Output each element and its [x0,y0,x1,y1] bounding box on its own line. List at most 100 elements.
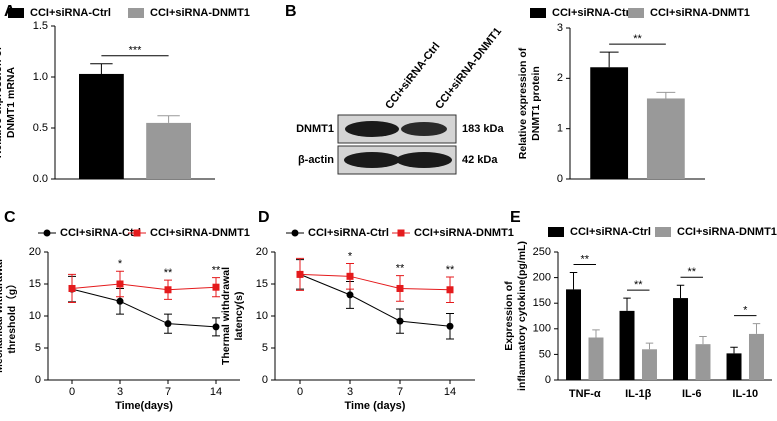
blot-band [345,121,399,137]
x-tick-label: IL-6 [682,388,702,400]
lane-label: CCI+siRNA-Ctrl [383,40,442,111]
western-blot: CCI+siRNA-Ctrl CCI+siRNA-DNMT1 DNMT1 β-a… [296,25,504,175]
y-axis-label: Relative expression of [517,47,529,159]
y-tick-label: 1 [557,123,563,135]
y-tick-label: 0.5 [33,122,48,134]
line [71,288,217,328]
y-tick-label: 3 [557,22,563,34]
bar [695,344,711,380]
legend-swatch [655,227,671,237]
x-tick-label: 3 [117,386,123,398]
legend-swatch [128,8,144,18]
sig-label: * [743,305,748,317]
x-tick-label: 0 [69,386,75,398]
bar [146,122,191,179]
error-bar [699,335,707,345]
point [212,323,220,331]
point [446,322,454,330]
y-tick-label: 0.0 [33,173,48,185]
panel-label: C [4,209,16,226]
y-tick-label: 10 [29,310,41,322]
sig-label: *** [129,45,143,57]
x-tick-label: 14 [444,386,456,398]
y-tick-label: 15 [29,278,41,290]
sig-label: ** [446,264,455,276]
error-bar [676,284,685,299]
legend-label: CCI+siRNA-DNMT1 [150,227,250,239]
error-bar [157,115,180,123]
bar [619,310,635,380]
point [116,280,124,288]
x-axis-label: Time(days) [115,400,173,412]
y-tick-label: 20 [256,246,268,258]
y-tick-label: 20 [29,246,41,258]
point [396,284,404,292]
y-axis-label: Thermal withdrawal [220,267,232,365]
legend-label: CCI+siRNA-DNMT1 [677,226,777,238]
point [346,291,354,299]
y-tick-label: 200 [533,272,551,284]
blot-band [344,152,400,168]
point [212,283,220,291]
error-bar [645,342,654,350]
y-tick-label: 10 [256,310,268,322]
sig-label: ** [687,266,696,278]
y-axis-label: inflammatory cytokine(pg/mL) [516,241,528,391]
y-axis-label: Mechanical withdrawal [0,259,5,373]
y-axis-label: DNMT1 mRNA [5,67,17,139]
error-bar [656,91,676,99]
legend-swatch [548,227,564,237]
y-tick-label: 1.0 [33,71,48,83]
legend-swatch [628,8,644,18]
x-tick-label: IL-1β [625,388,652,400]
bar [590,67,629,179]
bar [641,349,657,380]
point [164,320,172,328]
point [43,229,51,237]
bar [726,353,742,380]
y-tick-label: 100 [533,323,551,335]
bar [588,337,604,380]
point [116,297,124,305]
legend-label: CCI+siRNA-DNMT1 [650,7,750,19]
x-tick-label: 0 [297,386,303,398]
error-bar [599,51,619,68]
y-axis-label: DNMT1 protein [530,66,542,141]
error-bar [592,329,600,338]
sig-label: ** [396,263,405,275]
error-bar [569,271,578,290]
point [164,286,172,294]
y-axis-label: threshold（g） [5,278,18,353]
bar [79,73,124,179]
y-tick-label: 5 [262,342,268,354]
bar [646,98,685,179]
legend-label: CCI+siRNA-Ctrl [552,7,633,19]
y-tick-label: 50 [539,348,551,360]
point [296,270,304,278]
sig-label: * [348,250,353,262]
y-tick-label: 0 [557,173,563,185]
point [291,229,299,237]
y-tick-label: 15 [256,278,268,290]
legend-label: CCI+siRNA-DNMT1 [414,227,514,239]
sig-label: ** [634,279,643,291]
y-tick-label: 5 [35,342,41,354]
panel-label: D [258,209,270,226]
y-tick-label: 1.5 [33,20,48,32]
bar [748,333,764,380]
sig-label: ** [212,265,221,277]
error-bar [752,323,761,334]
bar [673,298,689,380]
point [68,284,76,292]
y-tick-label: 0 [545,374,551,386]
point [133,229,141,237]
legend-swatch [8,8,24,18]
point [396,317,404,325]
line [71,283,217,291]
x-tick-label: 7 [165,386,171,398]
point [397,229,405,237]
x-axis-label: Time (days) [345,400,406,412]
point [346,272,354,280]
legend-label: CCI+siRNA-Ctrl [570,226,651,238]
x-tick-label: 7 [397,386,403,398]
